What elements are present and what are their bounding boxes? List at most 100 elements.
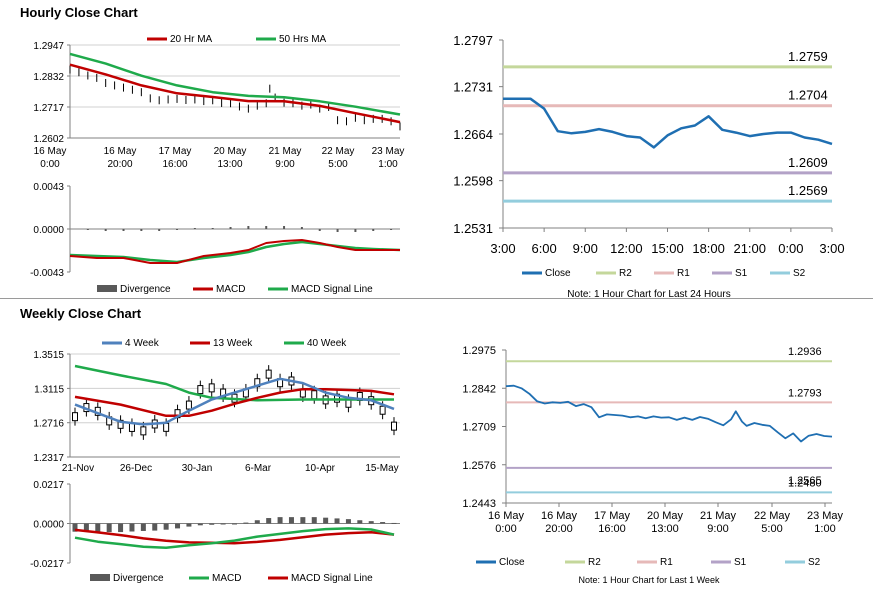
weekly-divergence-bar — [95, 523, 101, 533]
weekly-legend-4wk-label: 4 Week — [125, 338, 160, 349]
weekly-levels-legend-close-label: Close — [499, 557, 525, 568]
hourly-levels-y-tick-label: 1.2531 — [453, 221, 493, 236]
weekly-levels-x-tick-label: 21 May — [700, 510, 737, 522]
weekly-s2-level-label: 1.2480 — [788, 477, 822, 489]
weekly-levels-x-tick-label: 13:00 — [651, 523, 679, 535]
weekly-levels-y-tick-label: 1.2443 — [462, 498, 496, 510]
hourly-divergence-bar — [104, 229, 107, 231]
weekly-divergence-bar — [334, 518, 340, 524]
weekly-levels-x-tick-label: 0:00 — [495, 523, 516, 535]
weekly-macd-y-tick-label: -0.0217 — [30, 559, 64, 570]
hourly-s1-level-label: 1.2609 — [788, 155, 828, 170]
weekly-divergence-bar — [186, 523, 192, 527]
weekly-divergence-bar — [118, 523, 124, 533]
hourly-legend-macd-label: MACD — [216, 284, 245, 295]
weekly-price-y-tick-label: 1.3115 — [34, 384, 64, 395]
weekly-price-candle — [185, 400, 192, 410]
weekly-levels-y-tick-label: 1.2709 — [462, 422, 496, 434]
hourly-levels-y-tick-label: 1.2731 — [453, 80, 493, 95]
hourly-price-x-tick-label: 1:00 — [378, 159, 398, 170]
hourly-levels-x-tick-label: 3:00 — [490, 241, 515, 256]
weekly-price-x-tick-label: 10-Apr — [305, 463, 336, 474]
hourly-price-x-tick-label: 16 May — [34, 146, 67, 157]
weekly-divergence-bar — [106, 523, 112, 533]
weekly-price-candle — [72, 412, 78, 422]
weekly-levels-x-tick-label: 20:00 — [545, 523, 573, 535]
weekly-levels-y-tick-label: 1.2576 — [462, 460, 496, 472]
hourly-divergence-bar — [390, 229, 393, 230]
section-divider — [0, 298, 873, 299]
weekly-divergence-bar — [72, 523, 78, 532]
weekly-legend-divergence-label: Divergence — [113, 573, 164, 584]
weekly-r1-level-label: 1.2793 — [788, 387, 822, 399]
hourly-levels-y-tick-label: 1.2598 — [453, 174, 493, 189]
hourly-legend-20hr-ma-label: 20 Hr MA — [170, 34, 213, 45]
weekly-levels-x-tick-label: 16 May — [541, 510, 578, 522]
weekly-divergence-bar — [197, 523, 203, 526]
weekly-divergence-bar — [311, 517, 317, 524]
weekly-divergence-bar — [300, 517, 306, 524]
hourly-divergence-bar — [86, 229, 89, 230]
weekly-r2-level-label: 1.2936 — [788, 346, 822, 358]
weekly-divergence-bar — [277, 517, 283, 524]
weekly-divergence-bar — [140, 523, 146, 531]
hourly-legend-50hrs-ma-label: 50 Hrs MA — [279, 34, 327, 45]
weekly-price-x-tick-label: 26-Dec — [120, 463, 152, 474]
weekly-macd-signal-line — [74, 528, 395, 545]
weekly-price-candle — [208, 383, 215, 393]
weekly-levels-y-tick-label: 1.2842 — [462, 383, 496, 395]
weekly-levels-x-tick-label: 22 May — [754, 510, 791, 522]
hourly-levels-legend-r1-label: R1 — [677, 268, 690, 279]
weekly-divergence-bar — [266, 518, 272, 524]
weekly-levels-x-tick-label: 16:00 — [598, 523, 626, 535]
weekly-price-candle — [311, 390, 318, 400]
weekly-price-candle — [140, 426, 147, 436]
hourly-levels-x-tick-label: 9:00 — [573, 241, 598, 256]
hourly-price-y-tick-label: 1.2947 — [33, 41, 64, 52]
hourly-divergence-bar — [265, 226, 268, 229]
weekly-close-line — [505, 384, 833, 443]
hourly-price-x-tick-label: 0:00 — [40, 159, 60, 170]
weekly-levels-x-tick-label: 9:00 — [707, 523, 728, 535]
hourly-20hr-ma-line — [69, 63, 401, 124]
hourly-price-x-tick-label: 23 May — [372, 146, 405, 157]
hourly-levels-y-tick-label: 1.2664 — [453, 127, 493, 142]
hourly-levels-x-tick-label: 12:00 — [610, 241, 643, 256]
weekly-divergence-bar — [380, 522, 386, 524]
hourly-divergence-bar — [247, 226, 250, 229]
weekly-divergence-bar — [175, 523, 181, 529]
weekly-divergence-bar — [83, 523, 89, 532]
hourly-close-line — [503, 97, 833, 149]
hourly-price-x-tick-label: 13:00 — [217, 159, 242, 170]
weekly-levels-legend-s2-label: S2 — [808, 557, 821, 568]
weekly-levels-x-tick-label: 20 May — [647, 510, 684, 522]
hourly-macd-line — [69, 239, 400, 264]
hourly-divergence-bar — [193, 228, 196, 229]
weekly-divergence-bar — [254, 520, 260, 524]
weekly-divergence-bar — [357, 520, 363, 524]
hourly-price-x-tick-label: 20 May — [214, 146, 247, 157]
weekly-levels-x-tick-label: 17 May — [594, 510, 631, 522]
weekly-macd-y-tick-label: 0.0000 — [33, 520, 64, 531]
weekly-levels-x-tick-label: 23 May — [807, 510, 844, 522]
weekly-price-candle — [117, 419, 124, 429]
hourly-divergence-bar — [300, 227, 303, 229]
weekly-legend-macd-signal-label: MACD Signal Line — [291, 573, 373, 584]
weekly-levels-note: Note: 1 Hour Chart for Last 1 Week — [579, 575, 720, 585]
weekly-divergence-bar — [152, 523, 158, 531]
weekly-divergence-bar — [345, 519, 351, 524]
weekly-4wk-ma-line — [74, 377, 395, 426]
hourly-price-y-tick-label: 1.2717 — [33, 103, 64, 114]
weekly-levels-x-tick-label: 1:00 — [814, 523, 835, 535]
hourly-price-x-tick-label: 20:00 — [107, 159, 132, 170]
weekly-price-candle — [379, 405, 386, 415]
weekly-section-title: Weekly Close Chart — [20, 306, 142, 321]
weekly-price-x-tick-label: 30-Jan — [182, 463, 213, 474]
hourly-levels-legend-r2-label: R2 — [619, 268, 632, 279]
hourly-50hr-ma-line — [69, 52, 401, 116]
weekly-divergence-bar — [368, 521, 374, 524]
hourly-legend-divergence-label: Divergence — [120, 284, 171, 295]
hourly-price-y-tick-label: 1.2602 — [33, 134, 64, 145]
weekly-divergence-bar — [220, 523, 226, 525]
